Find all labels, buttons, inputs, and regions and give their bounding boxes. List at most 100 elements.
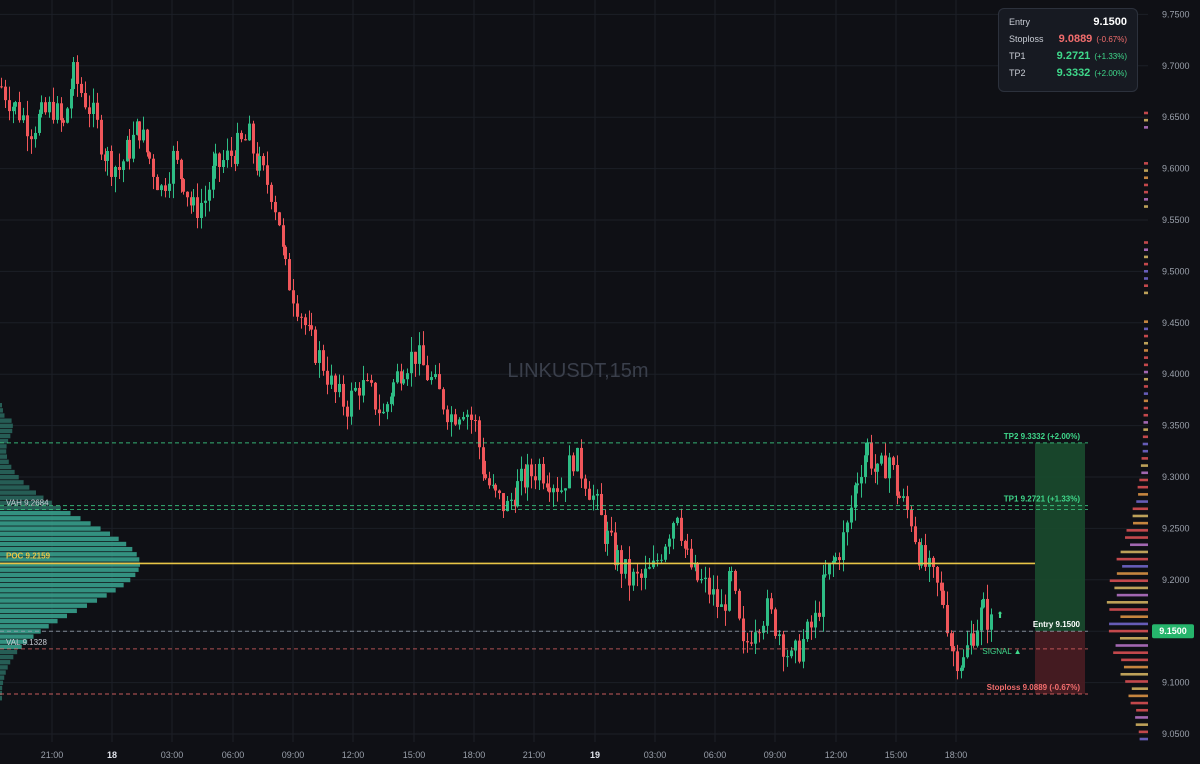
entry-row: Entry 9.1500 (1009, 16, 1127, 33)
profile-bar (0, 490, 36, 495)
right-profile-bar (1143, 421, 1148, 424)
right-profile-bar (1143, 284, 1148, 287)
entry-value: 9.1500 (1093, 16, 1127, 28)
right-profile-bar (1139, 478, 1148, 482)
profile-bar (0, 582, 124, 588)
x-tick-label: 03:00 (644, 750, 667, 760)
candle-body (282, 225, 285, 247)
candle-body (386, 404, 389, 412)
candle-body (828, 563, 831, 575)
right-profile-bar (1143, 385, 1148, 388)
profile-bar (0, 418, 12, 423)
candle-body (632, 571, 635, 586)
candle-body (176, 150, 179, 160)
candle-body (406, 373, 409, 380)
profile-bar (0, 639, 28, 644)
y-tick-label: 9.3000 (1162, 472, 1190, 482)
profile-bar (0, 629, 41, 634)
candle-body (326, 370, 329, 385)
right-profile-bar (1116, 593, 1148, 597)
candle-body (160, 185, 163, 191)
candle-body (278, 212, 281, 226)
profile-bar (0, 675, 5, 680)
tp-zone-box (1035, 442, 1085, 632)
candle-body (746, 641, 749, 643)
right-profile-bar (1144, 111, 1148, 115)
x-tick-label: 21:00 (41, 750, 64, 760)
candle-body (560, 490, 563, 492)
stoploss-pct: (-0.67%) (1096, 35, 1127, 44)
candle-body (870, 442, 873, 469)
x-tick-label: 18:00 (945, 750, 968, 760)
candle-body (300, 316, 303, 318)
profile-bar (0, 588, 116, 593)
candle-body (418, 345, 421, 364)
right-profile-bar (1135, 716, 1148, 719)
candle-body (684, 540, 687, 549)
candle-body (914, 526, 917, 543)
candle-body (342, 383, 345, 407)
candle-body (52, 101, 55, 120)
right-profile-bar (1123, 665, 1148, 669)
candle-body (434, 374, 437, 378)
vah-label: VAH 9.2684 (6, 498, 49, 507)
profile-bar (0, 428, 13, 434)
candle-body (990, 614, 993, 630)
candle-body (818, 612, 821, 617)
candle-body (946, 604, 949, 634)
candle-body (392, 382, 395, 397)
candle-body (92, 102, 95, 115)
candle-body (524, 468, 527, 488)
profile-bar (0, 670, 6, 675)
stoploss-label: Stoploss (1009, 34, 1044, 44)
candle-body (236, 132, 239, 164)
candle-body (258, 156, 261, 171)
candle-body (72, 62, 75, 90)
x-tick-label: 21:00 (523, 750, 546, 760)
profile-bar (0, 439, 9, 444)
right-profile-bar (1144, 162, 1148, 165)
candle-body (584, 478, 587, 489)
candle-body (972, 633, 975, 646)
candle-body (314, 329, 317, 363)
candle-body (794, 640, 797, 651)
candle-body (568, 455, 571, 489)
candle-body (738, 590, 741, 619)
candle-body (694, 563, 697, 568)
profile-bar (0, 562, 140, 567)
candle-body (832, 560, 835, 564)
right-profile-bar (1143, 291, 1148, 295)
right-profile-bar (1144, 126, 1148, 129)
right-profile-bar (1144, 198, 1148, 201)
candle-body (656, 560, 659, 562)
right-profile-bar (1143, 334, 1148, 338)
candle-body (474, 419, 477, 421)
candle-body (164, 185, 167, 191)
profile-bar (0, 608, 77, 614)
right-profile-bar (1133, 521, 1148, 525)
level-label-entry: Entry 9.1500 (1033, 620, 1081, 629)
profile-bar (0, 690, 2, 696)
candle-body (334, 375, 337, 393)
candle-body (370, 380, 373, 383)
candle-body (648, 567, 651, 569)
candle-body (266, 165, 269, 185)
candle-body (636, 571, 639, 574)
candle-body (40, 102, 43, 114)
candle-body (810, 621, 813, 628)
right-profile-bar (1130, 543, 1148, 547)
candle-body (146, 129, 149, 153)
candle-body (982, 598, 985, 608)
x-tick-label: 18:00 (463, 750, 486, 760)
candle-body (114, 166, 117, 177)
candle-body (758, 632, 761, 634)
candle-body (856, 483, 859, 486)
right-profile-bar (1140, 464, 1148, 467)
candle-body (814, 612, 817, 628)
tp1-value: 9.2721 (1056, 50, 1091, 62)
right-profile-bar (1143, 277, 1148, 280)
candle-body (588, 488, 591, 500)
x-axis: 21:00 18 03:00 06:00 09:00 12:00 15:00 18:00 21:… (41, 750, 968, 760)
